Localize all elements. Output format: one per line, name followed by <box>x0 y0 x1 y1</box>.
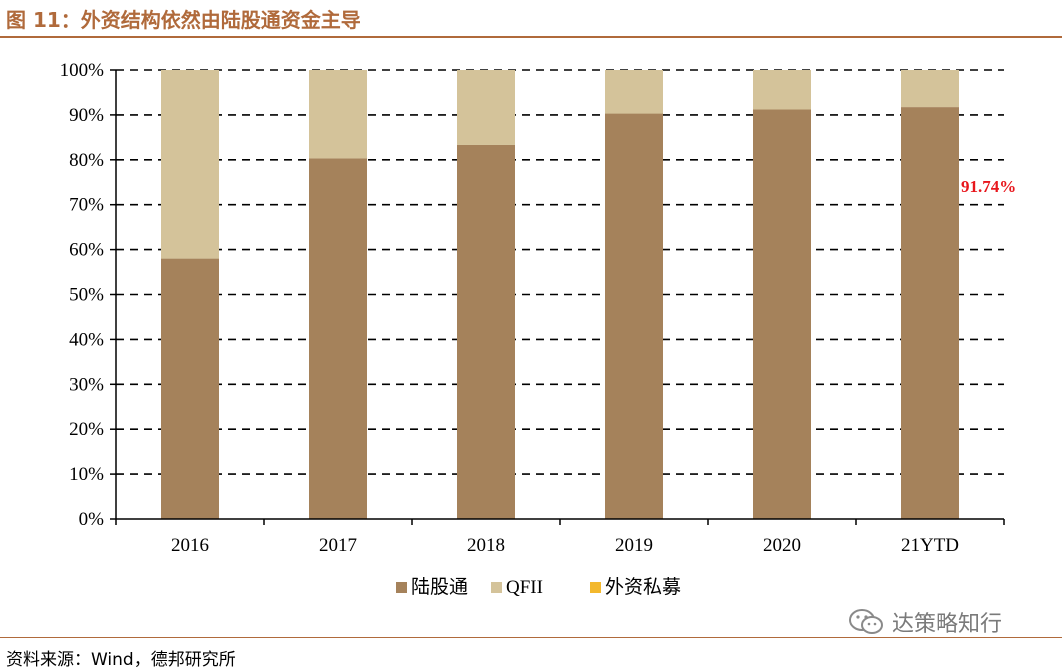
legend-swatch <box>396 582 407 593</box>
bar-陆股通-21YTD <box>901 107 959 519</box>
y-tick-labels: 0% 10% 20% 30% 40% 50% 60% 70% 80% 90% 100% <box>60 60 105 530</box>
bar-陆股通-2016 <box>161 258 219 519</box>
gridlines <box>116 69 1004 475</box>
bar-QFII-2018 <box>457 70 515 145</box>
y-tick-label: 70% <box>69 195 104 216</box>
legend-label: 外资私募 <box>605 576 681 598</box>
legend-label: QFII <box>506 577 543 598</box>
y-tick-label: 10% <box>69 464 104 485</box>
bar-陆股通-2017 <box>309 158 367 519</box>
x-tick-label: 2019 <box>615 535 653 556</box>
legend: 陆股通 QFII 外资私募 <box>396 576 681 598</box>
x-tick-label: 2020 <box>763 535 801 556</box>
legend-label: 陆股通 <box>411 576 468 598</box>
bar-QFII-2019 <box>605 70 663 114</box>
bar-陆股通-2018 <box>457 144 515 519</box>
value-annotation: 91.74% <box>961 177 1016 196</box>
bar-QFII-2020 <box>753 70 811 110</box>
y-tick-label: 90% <box>69 105 104 126</box>
x-tick-label: 21YTD <box>901 535 959 556</box>
x-tick-label: 2016 <box>171 535 209 556</box>
y-tick-label: 0% <box>79 509 105 530</box>
y-tick-label: 20% <box>69 419 104 440</box>
watermark: 达策略知行 <box>848 606 1002 638</box>
watermark-text: 达策略知行 <box>892 612 1003 637</box>
y-tick-label: 80% <box>69 150 104 171</box>
x-tick-label: 2018 <box>467 535 505 556</box>
bar-QFII-21YTD <box>901 70 959 108</box>
y-tick-label: 60% <box>69 240 104 261</box>
chart-title: 图 11：外资结构依然由陆股通资金主导 <box>6 8 361 32</box>
title-divider <box>0 36 1062 38</box>
footer-divider <box>0 637 1062 638</box>
x-tick-label: 2017 <box>319 535 357 556</box>
bar-QFII-2016 <box>161 70 219 259</box>
axes <box>110 69 1005 525</box>
stacked-bar-chart: 0%10%20%30%40%50%60%70%80%90%100% 2016 20… <box>60 60 1017 598</box>
wechat-icon <box>849 609 883 634</box>
source-note: 资料来源：Wind，德邦研究所 <box>6 650 236 670</box>
bar-陆股通-2020 <box>753 109 811 520</box>
y-tick-label: 50% <box>69 285 104 306</box>
y-tick-label: 100% <box>60 60 105 81</box>
y-tick-label: 30% <box>69 374 104 395</box>
y-tick-label: 40% <box>69 329 104 350</box>
bar-QFII-2017 <box>309 70 367 159</box>
x-tick-labels: 2016 2017 2018 2019 2020 21YTD <box>171 535 959 556</box>
legend-swatch <box>491 582 502 593</box>
bars <box>161 70 959 520</box>
bar-陆股通-2019 <box>605 113 663 519</box>
legend-swatch <box>590 582 601 593</box>
